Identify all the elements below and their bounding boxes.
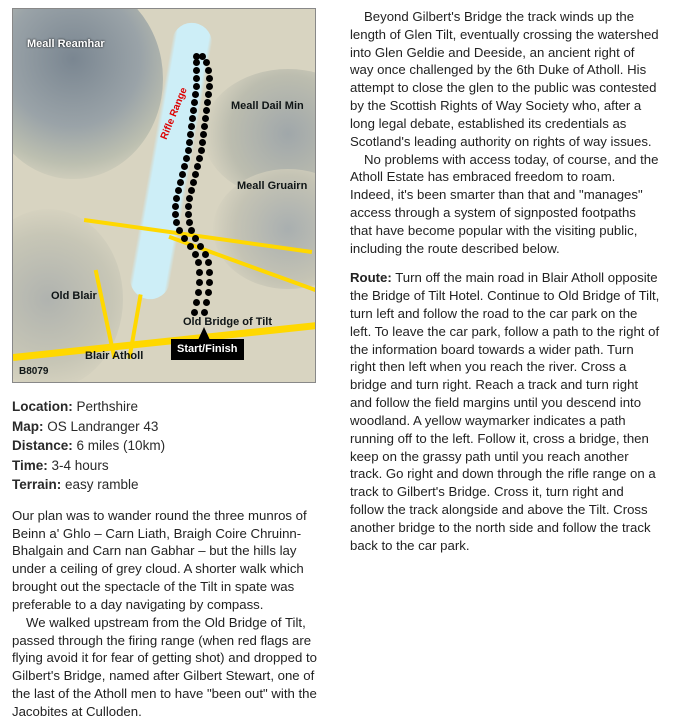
- fact-label: Map:: [12, 419, 44, 434]
- route-dot: [172, 211, 179, 218]
- route-dot: [192, 91, 199, 98]
- route-dot: [181, 163, 188, 170]
- fact-value: Perthshire: [77, 399, 139, 414]
- route-dot: [183, 155, 190, 162]
- route-dot: [197, 243, 204, 250]
- route-dot: [206, 269, 213, 276]
- route-dot: [195, 289, 202, 296]
- route-dot: [193, 67, 200, 74]
- route-dot: [173, 219, 180, 226]
- start-finish-box: Start/Finish: [171, 339, 244, 360]
- route-dot: [185, 211, 192, 218]
- road-number: B8079: [19, 365, 48, 379]
- route-dot: [205, 91, 212, 98]
- place-label: Old Bridge of Tilt: [183, 315, 272, 330]
- route-dot: [186, 139, 193, 146]
- route-dot: [193, 75, 200, 82]
- route-dot: [185, 203, 192, 210]
- route-dot: [206, 279, 213, 286]
- route-dot: [188, 187, 195, 194]
- intro-paragraph: Our plan was to wander round the three m…: [12, 507, 330, 614]
- fact-value: 3-4 hours: [52, 458, 109, 473]
- route-dot: [177, 179, 184, 186]
- route-dot: [202, 251, 209, 258]
- route-dot: [201, 123, 208, 130]
- route-dot: [192, 251, 199, 258]
- route-dot: [175, 187, 182, 194]
- route-dot: [193, 59, 200, 66]
- route-dot: [205, 289, 212, 296]
- route-dot: [187, 243, 194, 250]
- route-dot: [203, 59, 210, 66]
- intro-paragraph: We walked upstream from the Old Bridge o…: [12, 614, 330, 721]
- route-dot: [192, 235, 199, 242]
- route-dot: [190, 107, 197, 114]
- route-paragraph: Route: Turn off the main road in Blair A…: [350, 269, 660, 554]
- route-dot: [186, 219, 193, 226]
- route-dot: [205, 67, 212, 74]
- route-dot: [190, 179, 197, 186]
- route-dot: [196, 155, 203, 162]
- route-dot: [198, 147, 205, 154]
- fact-value: OS Landranger 43: [47, 419, 158, 434]
- fact-label: Location:: [12, 399, 73, 414]
- route-dot: [203, 299, 210, 306]
- route-map: Meall Reamhar Meall Dail Min Meall Gruai…: [12, 8, 316, 383]
- route-dot: [185, 147, 192, 154]
- fact-label: Terrain:: [12, 477, 61, 492]
- route-dot: [199, 139, 206, 146]
- route-dot: [205, 259, 212, 266]
- body-paragraph: No problems with access today, of course…: [350, 151, 660, 258]
- route-dot: [194, 163, 201, 170]
- route-dot: [206, 75, 213, 82]
- place-label: Old Blair: [51, 289, 97, 304]
- peak-label: Meall Reamhar: [27, 37, 105, 52]
- route-dot: [204, 99, 211, 106]
- route-dot: [187, 131, 194, 138]
- route-dot: [188, 227, 195, 234]
- route-dot: [176, 227, 183, 234]
- route-dot: [193, 83, 200, 90]
- route-dot: [173, 195, 180, 202]
- route-dot: [203, 107, 210, 114]
- terrain-blob: [12, 8, 163, 179]
- fact-label: Time:: [12, 458, 48, 473]
- route-dot: [196, 279, 203, 286]
- route-dot: [206, 83, 213, 90]
- fact-value: 6 miles (10km): [77, 438, 166, 453]
- route-dot: [181, 235, 188, 242]
- route-text: Turn off the main road in Blair Atholl o…: [350, 270, 659, 552]
- route-label: Route:: [350, 270, 392, 285]
- peak-label: Meall Gruairn: [237, 179, 307, 194]
- route-dot: [191, 99, 198, 106]
- walk-facts: Location: Perthshire Map: OS Landranger …: [12, 397, 330, 495]
- route-dot: [179, 171, 186, 178]
- route-dot: [196, 269, 203, 276]
- place-label: Blair Atholl: [85, 349, 143, 364]
- body-paragraph: Beyond Gilbert's Bridge the track winds …: [350, 8, 660, 151]
- route-dot: [202, 115, 209, 122]
- route-dot: [199, 53, 206, 60]
- route-dot: [188, 123, 195, 130]
- fact-label: Distance:: [12, 438, 73, 453]
- route-dot: [192, 171, 199, 178]
- route-dot: [200, 131, 207, 138]
- peak-label: Meall Dail Min: [231, 99, 304, 114]
- route-dot: [189, 115, 196, 122]
- route-dot: [172, 203, 179, 210]
- route-dot: [195, 259, 202, 266]
- route-dot: [193, 299, 200, 306]
- route-dot: [186, 195, 193, 202]
- fact-value: easy ramble: [65, 477, 139, 492]
